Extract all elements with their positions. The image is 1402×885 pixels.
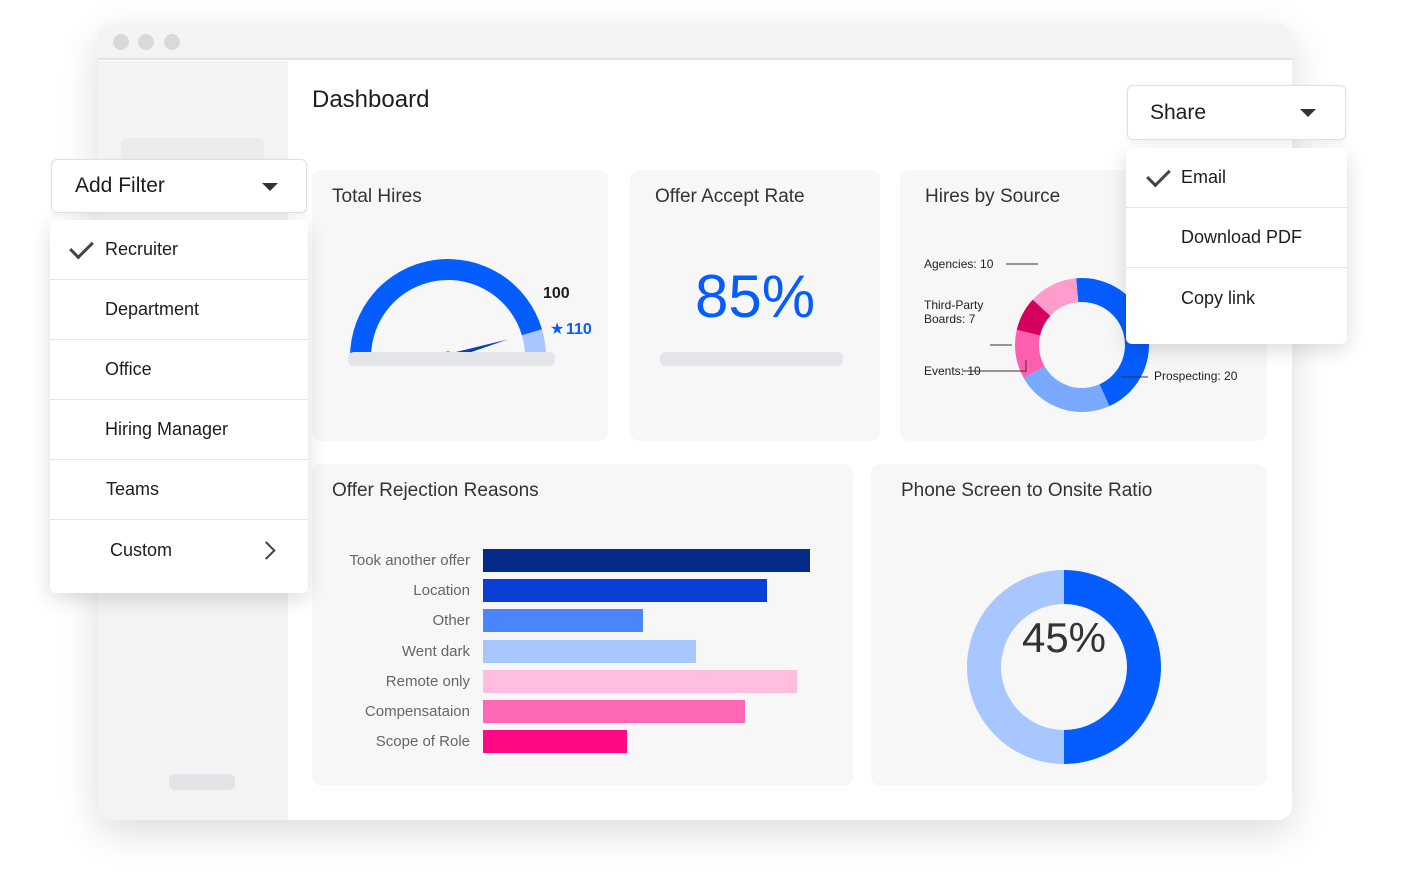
donut-segment — [1016, 299, 1051, 336]
window-minimize-dot[interactable] — [138, 34, 154, 50]
filter-item-custom[interactable]: Custom — [50, 520, 308, 580]
share-item-copy-link[interactable]: Copy link — [1126, 268, 1347, 328]
share-item-download-pdf[interactable]: Download PDF — [1126, 208, 1347, 268]
card-title: Offer Rejection Reasons — [332, 480, 539, 501]
segment-label: Boards: 7 — [924, 312, 976, 326]
menu-item-label: Email — [1181, 167, 1227, 187]
bar — [483, 669, 797, 693]
filter-item-recruiter[interactable]: Recruiter — [50, 220, 308, 280]
card-title: Offer Accept Rate — [655, 186, 805, 207]
add-filter-button[interactable]: Add Filter — [51, 159, 307, 213]
offer-accept-card: Offer Accept Rate 85% — [630, 170, 880, 441]
placeholder-bar — [660, 352, 843, 366]
donut-segment-primary — [1064, 570, 1161, 764]
menu-item-label: Hiring Manager — [105, 419, 229, 439]
bar-label: Compensataion — [364, 703, 470, 720]
segment-label: Third-Party — [924, 298, 983, 312]
share-menu: Email Download PDF Copy link — [1126, 148, 1347, 344]
sidebar-footer-placeholder — [169, 774, 235, 790]
menu-item-label: Recruiter — [105, 239, 179, 259]
page-title: Dashboard — [312, 86, 430, 113]
caret-down-icon — [262, 183, 278, 191]
placeholder-bar — [348, 352, 555, 366]
total-hires-card: Total Hires 100 ★ 110 — [312, 170, 608, 441]
title-bar — [98, 24, 1292, 60]
card-title: Hires by Source — [925, 186, 1061, 207]
check-icon — [1146, 162, 1171, 188]
segment-label: Events: 10 — [924, 364, 981, 378]
gauge-value-arc — [350, 259, 543, 357]
filter-item-office[interactable]: Office — [50, 340, 308, 400]
bar — [483, 730, 627, 754]
bar-label: Scope of Role — [375, 733, 470, 751]
check-icon — [69, 234, 94, 260]
ratio-value: 45% — [1021, 614, 1107, 661]
phone-screen-donut — [966, 570, 1161, 764]
rejection-card: Offer Rejection Reasons Took another off… — [312, 464, 853, 786]
add-filter-label: Add Filter — [75, 174, 165, 197]
donut-segment-secondary — [966, 570, 1064, 764]
gauge-value-label: 100 — [543, 285, 570, 302]
menu-item-label: Teams — [106, 479, 160, 499]
card-title: Phone Screen to Onsite Ratio — [901, 480, 1153, 501]
menu-item-label: Custom — [110, 539, 173, 560]
star-icon: ★ — [550, 321, 564, 338]
gauge-target-arc — [521, 329, 546, 357]
menu-item-label: Office — [105, 359, 152, 379]
menu-item-label: Department — [105, 299, 200, 319]
bar — [483, 609, 644, 633]
rejection-bar-chart: Took another offer Location Other Went dark… — [312, 464, 853, 786]
filter-item-teams[interactable]: Teams — [50, 460, 308, 520]
bar — [483, 700, 745, 723]
window-close-dot[interactable] — [113, 34, 129, 50]
chevron-right-icon — [257, 541, 276, 560]
donut-segment — [1015, 329, 1045, 378]
gauge-target-label: 110 — [566, 321, 592, 338]
menu-item-label: Copy link — [1181, 287, 1256, 308]
offer-accept-value: 85% — [694, 263, 816, 330]
caret-down-icon — [1300, 109, 1316, 117]
phone-screen-card: Phone Screen to Onsite Ratio 45% — [871, 464, 1267, 786]
donut-segment — [1032, 278, 1079, 316]
segment-label: Prospecting: 20 — [1154, 369, 1238, 383]
segment-label: Agencies: 10 — [924, 257, 994, 271]
filter-item-hiring-manager[interactable]: Hiring Manager — [50, 400, 308, 460]
bar-label: Location — [413, 582, 470, 600]
gauge-chart: 100 ★ 110 — [350, 259, 592, 363]
bar-label: Went dark — [401, 642, 470, 660]
bar — [483, 579, 768, 603]
card-title: Total Hires — [332, 186, 422, 207]
filter-menu: Recruiter Department Office Hiring Manag… — [50, 220, 308, 593]
bar-label: Other — [432, 612, 470, 630]
window-maximize-dot[interactable] — [164, 34, 180, 50]
donut-segment — [1023, 366, 1110, 412]
filter-item-department[interactable]: Department — [50, 280, 308, 340]
menu-item-label: Download PDF — [1181, 227, 1303, 247]
share-label: Share — [1150, 100, 1207, 124]
bar — [483, 639, 696, 663]
bar-label: Remote only — [385, 672, 470, 690]
bar-label: Took another offer — [349, 552, 470, 569]
bar — [483, 549, 810, 572]
leader-line — [962, 360, 1027, 372]
share-item-email[interactable]: Email — [1126, 148, 1347, 208]
share-button[interactable]: Share — [1127, 85, 1346, 140]
